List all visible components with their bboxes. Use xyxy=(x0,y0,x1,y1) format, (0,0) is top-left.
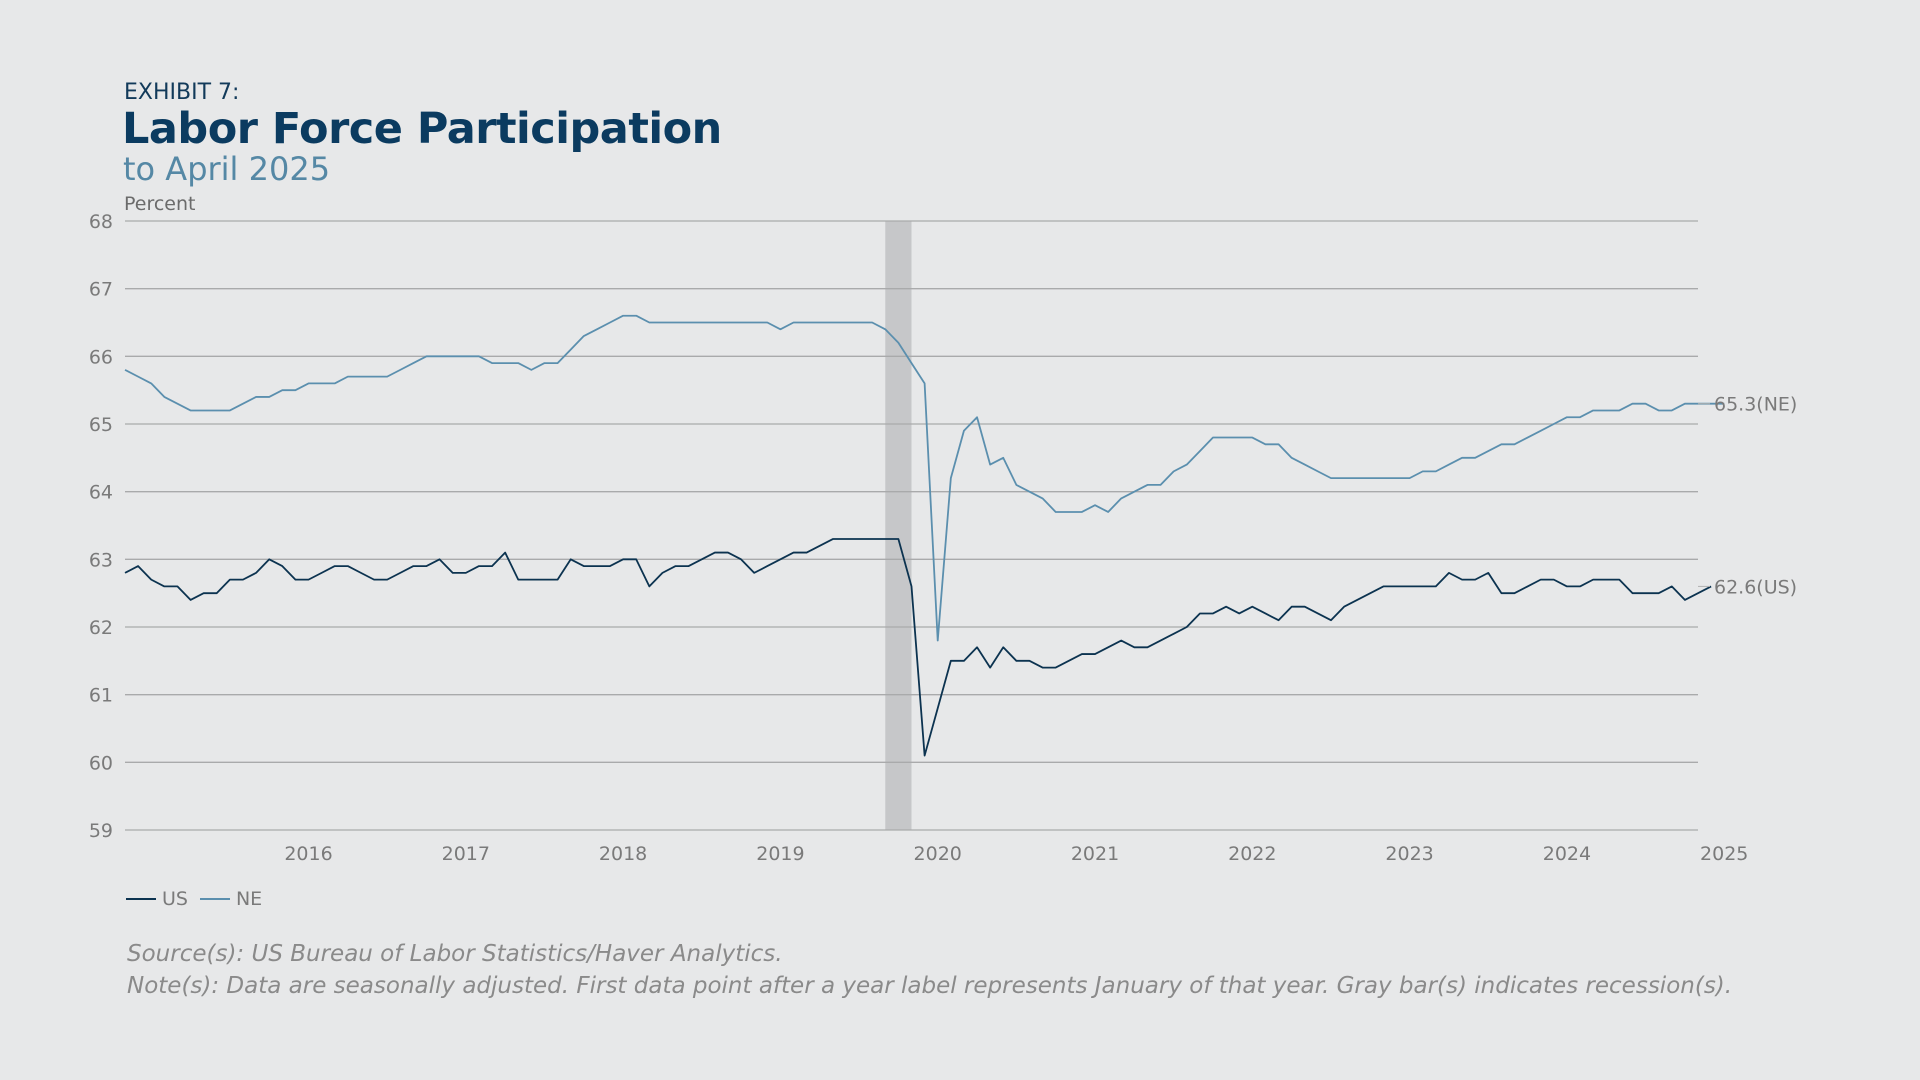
legend-item-ne: NE xyxy=(199,888,263,910)
footnotes: Source(s): US Bureau of Labor Statistics… xyxy=(127,938,1732,1002)
x-tick-label: 2024 xyxy=(1543,843,1591,865)
x-tick-label: 2025 xyxy=(1700,843,1748,865)
y-tick-label: 68 xyxy=(89,211,113,233)
y-tick-label: 64 xyxy=(89,482,113,504)
y-tick-label: 60 xyxy=(89,752,113,774)
legend: US NE xyxy=(126,888,274,910)
series-line-ne xyxy=(124,314,1725,642)
x-tick-label: 2020 xyxy=(914,843,962,865)
x-tick-label: 2022 xyxy=(1228,843,1276,865)
y-tick-label: 59 xyxy=(89,820,113,842)
y-tick-label: 62 xyxy=(89,617,113,639)
y-tick-label: 66 xyxy=(89,346,113,368)
x-tick-label: 2019 xyxy=(756,843,804,865)
x-tick-label: 2021 xyxy=(1071,843,1119,865)
chart-title: Labor Force Participation xyxy=(122,104,722,154)
legend-label-ne: NE xyxy=(235,888,263,910)
y-tick-label: 65 xyxy=(89,414,113,436)
data-note: Note(s): Data are seasonally adjusted. F… xyxy=(127,973,1733,999)
source-note: Source(s): US Bureau of Labor Statistics… xyxy=(127,941,783,967)
y-axis-label: Percent xyxy=(124,193,196,215)
end-label-ne: 65.3(NE) xyxy=(1714,394,1797,416)
series-line-us xyxy=(124,538,1712,757)
x-tick-label: 2018 xyxy=(599,843,647,865)
x-tick-label: 2016 xyxy=(284,843,332,865)
end-label-us: 62.6(US) xyxy=(1714,576,1797,598)
legend-swatch-us xyxy=(126,898,156,900)
y-tick-label: 61 xyxy=(89,685,113,707)
y-tick-label: 63 xyxy=(89,549,113,571)
chart-subtitle: to April 2025 xyxy=(123,150,331,188)
y-tick-label: 67 xyxy=(89,279,113,301)
legend-item-us: US xyxy=(126,888,188,910)
legend-label-us: US xyxy=(162,888,188,910)
recession-bar xyxy=(885,221,912,830)
legend-swatch-ne xyxy=(199,898,230,900)
x-tick-label: 2017 xyxy=(442,843,490,865)
exhibit-label: EXHIBIT 7: xyxy=(124,80,240,105)
x-tick-label: 2023 xyxy=(1385,843,1433,865)
